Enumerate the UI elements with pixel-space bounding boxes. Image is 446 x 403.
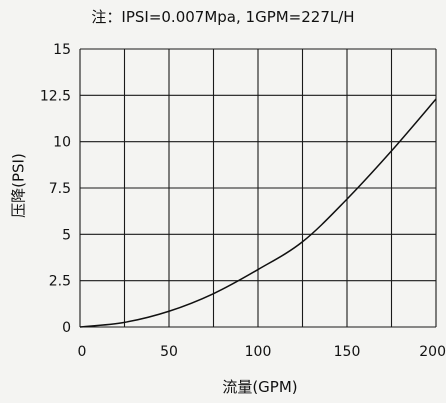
x-axis-label: 流量(GPM)	[222, 378, 298, 396]
y-tick-label: 7.5	[49, 181, 71, 197]
series-line	[79, 98, 437, 328]
x-tick-label: 200	[419, 344, 446, 360]
y-tick-label: 5	[62, 227, 71, 243]
y-tick-label: 12.5	[40, 88, 71, 104]
x-tick-label: 0	[78, 344, 87, 360]
x-tick-label: 50	[160, 344, 178, 360]
y-tick-label: 15	[53, 42, 71, 58]
y-tick-label: 0	[62, 320, 71, 336]
y-tick-label: 10	[53, 135, 71, 151]
chart-note: 注：IPSI=0.007Mpa, 1GPM=227L/H	[91, 8, 355, 26]
y-tick-label: 2.5	[49, 274, 71, 290]
x-tick-label: 100	[245, 344, 272, 360]
x-tick-label: 150	[334, 344, 361, 360]
